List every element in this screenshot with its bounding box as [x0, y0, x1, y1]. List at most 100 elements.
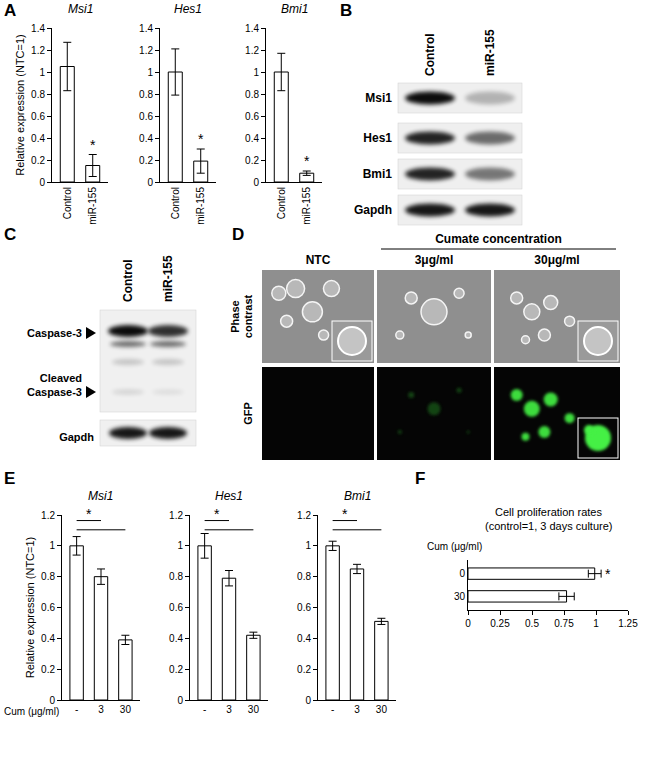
svg-text:1: 1 — [49, 540, 55, 551]
svg-text:1.4: 1.4 — [31, 23, 45, 34]
svg-text:0.4: 0.4 — [297, 633, 311, 644]
svg-text:*: * — [304, 153, 310, 169]
svg-text:0.6: 0.6 — [31, 111, 45, 122]
svg-text:1.4: 1.4 — [245, 23, 259, 34]
svg-text:Relative expression (NTC=1): Relative expression (NTC=1) — [14, 34, 26, 176]
svg-text:0: 0 — [49, 695, 55, 706]
svg-text:C: C — [4, 225, 16, 244]
svg-text:Cleaved: Cleaved — [40, 372, 82, 384]
svg-text:miR-155: miR-155 — [161, 255, 175, 302]
svg-text:0.2: 0.2 — [245, 155, 259, 166]
svg-text:0.2: 0.2 — [41, 664, 55, 675]
svg-text:*: * — [342, 506, 348, 522]
svg-text:0: 0 — [177, 695, 183, 706]
svg-text:Control: Control — [276, 187, 287, 219]
svg-text:1.2: 1.2 — [245, 45, 259, 56]
svg-text:0.4: 0.4 — [139, 133, 153, 144]
svg-text:0: 0 — [147, 177, 153, 188]
svg-text:0: 0 — [39, 177, 45, 188]
svg-text:1: 1 — [177, 540, 183, 551]
svg-text:0.6: 0.6 — [139, 111, 153, 122]
svg-text:Hes1: Hes1 — [363, 131, 392, 145]
svg-text:*: * — [605, 566, 611, 582]
svg-text:Cumate concentration: Cumate concentration — [435, 232, 562, 246]
svg-text:30: 30 — [376, 704, 388, 715]
svg-text:1: 1 — [593, 618, 599, 629]
svg-text:1.2: 1.2 — [297, 510, 311, 521]
svg-text:miR-155: miR-155 — [483, 29, 497, 76]
svg-text:0.8: 0.8 — [31, 89, 45, 100]
svg-text:Bmi1: Bmi1 — [281, 2, 308, 16]
svg-text:0.2: 0.2 — [139, 155, 153, 166]
svg-text:0.8: 0.8 — [245, 89, 259, 100]
svg-text:0.8: 0.8 — [297, 571, 311, 582]
svg-text:F: F — [415, 469, 425, 488]
svg-text:*: * — [86, 506, 92, 522]
svg-text:0.6: 0.6 — [297, 602, 311, 613]
svg-text:30: 30 — [454, 591, 466, 602]
svg-text:0.4: 0.4 — [41, 633, 55, 644]
svg-text:E: E — [4, 469, 15, 488]
svg-text:D: D — [232, 225, 244, 244]
svg-text:Msi1: Msi1 — [88, 489, 113, 503]
svg-text:0.2: 0.2 — [297, 664, 311, 675]
svg-text:miR-155: miR-155 — [301, 187, 312, 225]
svg-text:0.8: 0.8 — [169, 571, 183, 582]
svg-text:0: 0 — [253, 177, 259, 188]
svg-text:Control: Control — [170, 187, 181, 219]
svg-text:1.25: 1.25 — [618, 618, 638, 629]
svg-text:0.75: 0.75 — [554, 618, 574, 629]
svg-text:-: - — [331, 704, 334, 715]
svg-text:-: - — [75, 704, 78, 715]
svg-text:B: B — [340, 1, 352, 20]
svg-text:Hes1: Hes1 — [174, 2, 202, 16]
svg-text:1.2: 1.2 — [41, 510, 55, 521]
svg-text:0: 0 — [459, 568, 465, 579]
svg-text:Phase: Phase — [229, 300, 241, 332]
svg-text:Bmi1: Bmi1 — [363, 167, 393, 181]
svg-text:Bmi1: Bmi1 — [344, 489, 371, 503]
svg-text:0.6: 0.6 — [41, 602, 55, 613]
svg-text:30μg/ml: 30μg/ml — [534, 253, 579, 267]
svg-text:1: 1 — [305, 540, 311, 551]
svg-text:GFP: GFP — [242, 402, 254, 425]
svg-text:3: 3 — [226, 704, 232, 715]
svg-text:Gapdh: Gapdh — [354, 203, 392, 217]
svg-text:Caspase-3: Caspase-3 — [27, 386, 82, 398]
svg-text:Gapdh: Gapdh — [59, 431, 94, 443]
svg-text:*: * — [198, 131, 204, 147]
svg-text:1: 1 — [147, 67, 153, 78]
svg-text:Control: Control — [423, 33, 437, 76]
svg-text:contrast: contrast — [242, 294, 254, 338]
svg-text:1.4: 1.4 — [139, 23, 153, 34]
svg-text:Hes1: Hes1 — [215, 489, 243, 503]
svg-text:30: 30 — [120, 704, 132, 715]
svg-text:miR-155: miR-155 — [87, 187, 98, 225]
svg-text:Cum (μg/ml): Cum (μg/ml) — [427, 541, 482, 552]
svg-text:0.5: 0.5 — [525, 618, 539, 629]
svg-text:Relative expression (NTC=1): Relative expression (NTC=1) — [24, 537, 36, 679]
svg-text:Msi1: Msi1 — [365, 91, 392, 105]
svg-text:30: 30 — [248, 704, 260, 715]
svg-text:(control=1, 3 days culture): (control=1, 3 days culture) — [485, 520, 612, 532]
svg-text:miR-155: miR-155 — [195, 187, 206, 225]
svg-text:*: * — [214, 506, 220, 522]
svg-text:0.8: 0.8 — [139, 89, 153, 100]
svg-text:0.8: 0.8 — [41, 571, 55, 582]
svg-text:Cell proliferation rates: Cell proliferation rates — [495, 506, 602, 518]
svg-text:Msi1: Msi1 — [68, 2, 93, 16]
svg-text:1.2: 1.2 — [31, 45, 45, 56]
svg-text:-: - — [203, 704, 206, 715]
svg-text:0.6: 0.6 — [169, 602, 183, 613]
svg-text:*: * — [90, 137, 96, 153]
svg-text:Cum (μg/ml): Cum (μg/ml) — [4, 706, 59, 717]
svg-text:Caspase-3: Caspase-3 — [27, 327, 82, 339]
svg-text:0: 0 — [465, 618, 471, 629]
svg-text:0.2: 0.2 — [169, 664, 183, 675]
svg-text:1: 1 — [39, 67, 45, 78]
svg-text:Control: Control — [121, 259, 135, 302]
svg-text:Control: Control — [62, 187, 73, 219]
svg-text:0.6: 0.6 — [245, 111, 259, 122]
svg-text:A: A — [4, 1, 16, 20]
svg-text:0.25: 0.25 — [490, 618, 510, 629]
